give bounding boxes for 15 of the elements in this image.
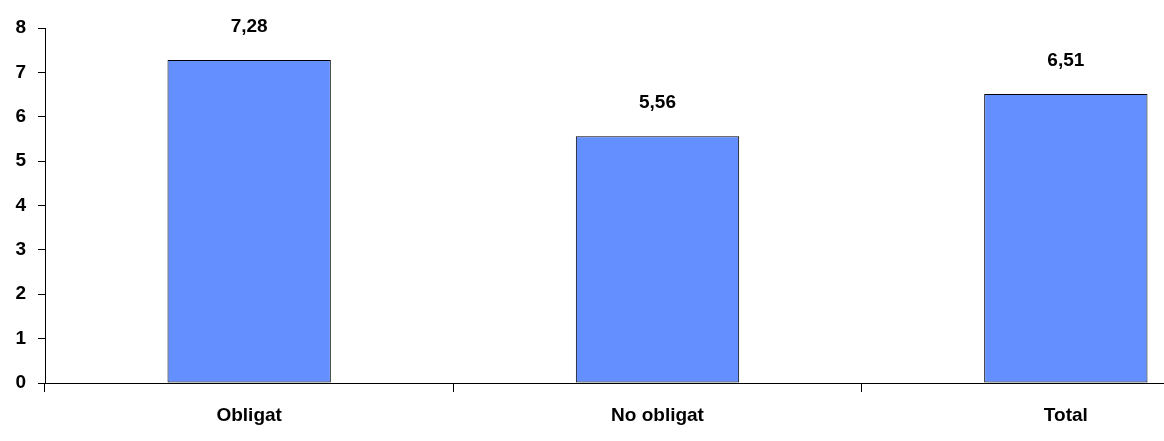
x-tick-label: Obligat xyxy=(216,403,283,425)
y-tick-label: 3 xyxy=(15,238,26,260)
data-label: 7,28 xyxy=(230,14,268,36)
y-tick-label: 1 xyxy=(15,326,27,348)
data-label: 6,51 xyxy=(1047,48,1085,70)
y-tick-label: 7 xyxy=(15,60,26,82)
y-tick-label: 4 xyxy=(15,193,27,215)
y-tick-label: 5 xyxy=(15,149,27,171)
y-tick-label: 8 xyxy=(15,16,26,38)
x-tick-label: Total xyxy=(1043,403,1088,425)
y-tick-label: 0 xyxy=(15,371,26,393)
data-label: 5,56 xyxy=(639,91,676,113)
y-tick-label: 6 xyxy=(15,104,26,126)
y-tick-label: 2 xyxy=(15,282,26,304)
x-tick-label: No obligat xyxy=(611,403,705,425)
